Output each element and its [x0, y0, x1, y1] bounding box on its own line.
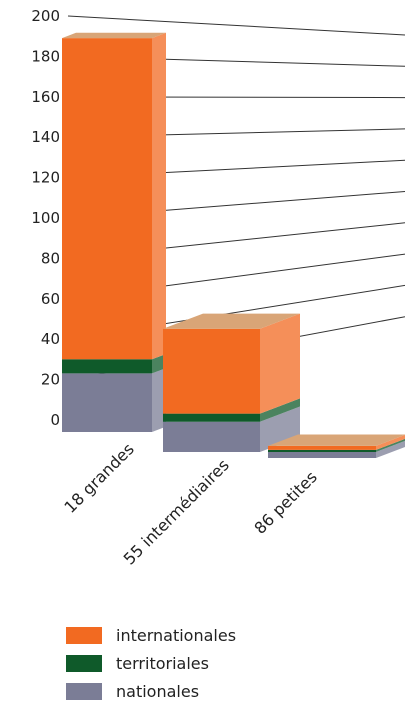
y-axis-ticks: 0 20 40 60 80 100 120 140 160 180 200	[31, 7, 60, 429]
bar-segment-territoriales	[163, 398, 300, 422]
bar-top-face	[163, 313, 300, 329]
y-tick-label: 200	[31, 7, 60, 25]
y-tick-label: 60	[41, 290, 60, 308]
bar-86-petites	[268, 434, 405, 458]
bar-segment-internationales	[268, 434, 405, 450]
y-tick-label: 0	[50, 411, 60, 429]
y-tick-label: 120	[31, 169, 60, 187]
bar-segment-territoriales	[268, 438, 405, 452]
y-tick-label: 160	[31, 88, 60, 106]
y-tick-label: 20	[41, 371, 60, 389]
legend-swatch	[66, 683, 102, 700]
legend-label: nationales	[116, 682, 199, 701]
y-tick-label: 80	[41, 249, 60, 267]
legend: internationales territoriales nationales	[66, 626, 236, 701]
legend-item-internationales: internationales	[66, 626, 236, 645]
y-tick-label: 40	[41, 330, 60, 348]
category-label: 55 intermédiaires	[120, 455, 233, 568]
legend-swatch	[66, 655, 102, 672]
bar-segment-nationales	[268, 440, 405, 458]
bars	[62, 32, 405, 458]
bar-top-face	[62, 32, 166, 39]
legend-item-territoriales: territoriales	[66, 654, 209, 673]
y-tick-label: 180	[31, 47, 60, 65]
gridline	[67, 15, 405, 36]
bar-55-intermediaires	[163, 313, 300, 452]
bar-segment-territoriales	[62, 353, 166, 374]
bar-segment-nationales	[62, 368, 166, 432]
category-label: 86 petites	[250, 467, 320, 537]
legend-label: internationales	[116, 626, 236, 645]
bar-segment-internationales	[163, 313, 300, 414]
bar-top-face	[268, 434, 405, 446]
category-label: 18 grandes	[60, 439, 137, 516]
legend-label: territoriales	[116, 654, 209, 673]
bar-segment-internationales	[62, 32, 166, 360]
bar-segment-nationales	[163, 406, 300, 452]
y-tick-label: 100	[31, 209, 60, 227]
legend-swatch	[66, 627, 102, 644]
bar-18-grandes	[62, 32, 166, 432]
y-tick-label: 140	[31, 128, 60, 146]
legend-item-nationales: nationales	[66, 682, 199, 701]
